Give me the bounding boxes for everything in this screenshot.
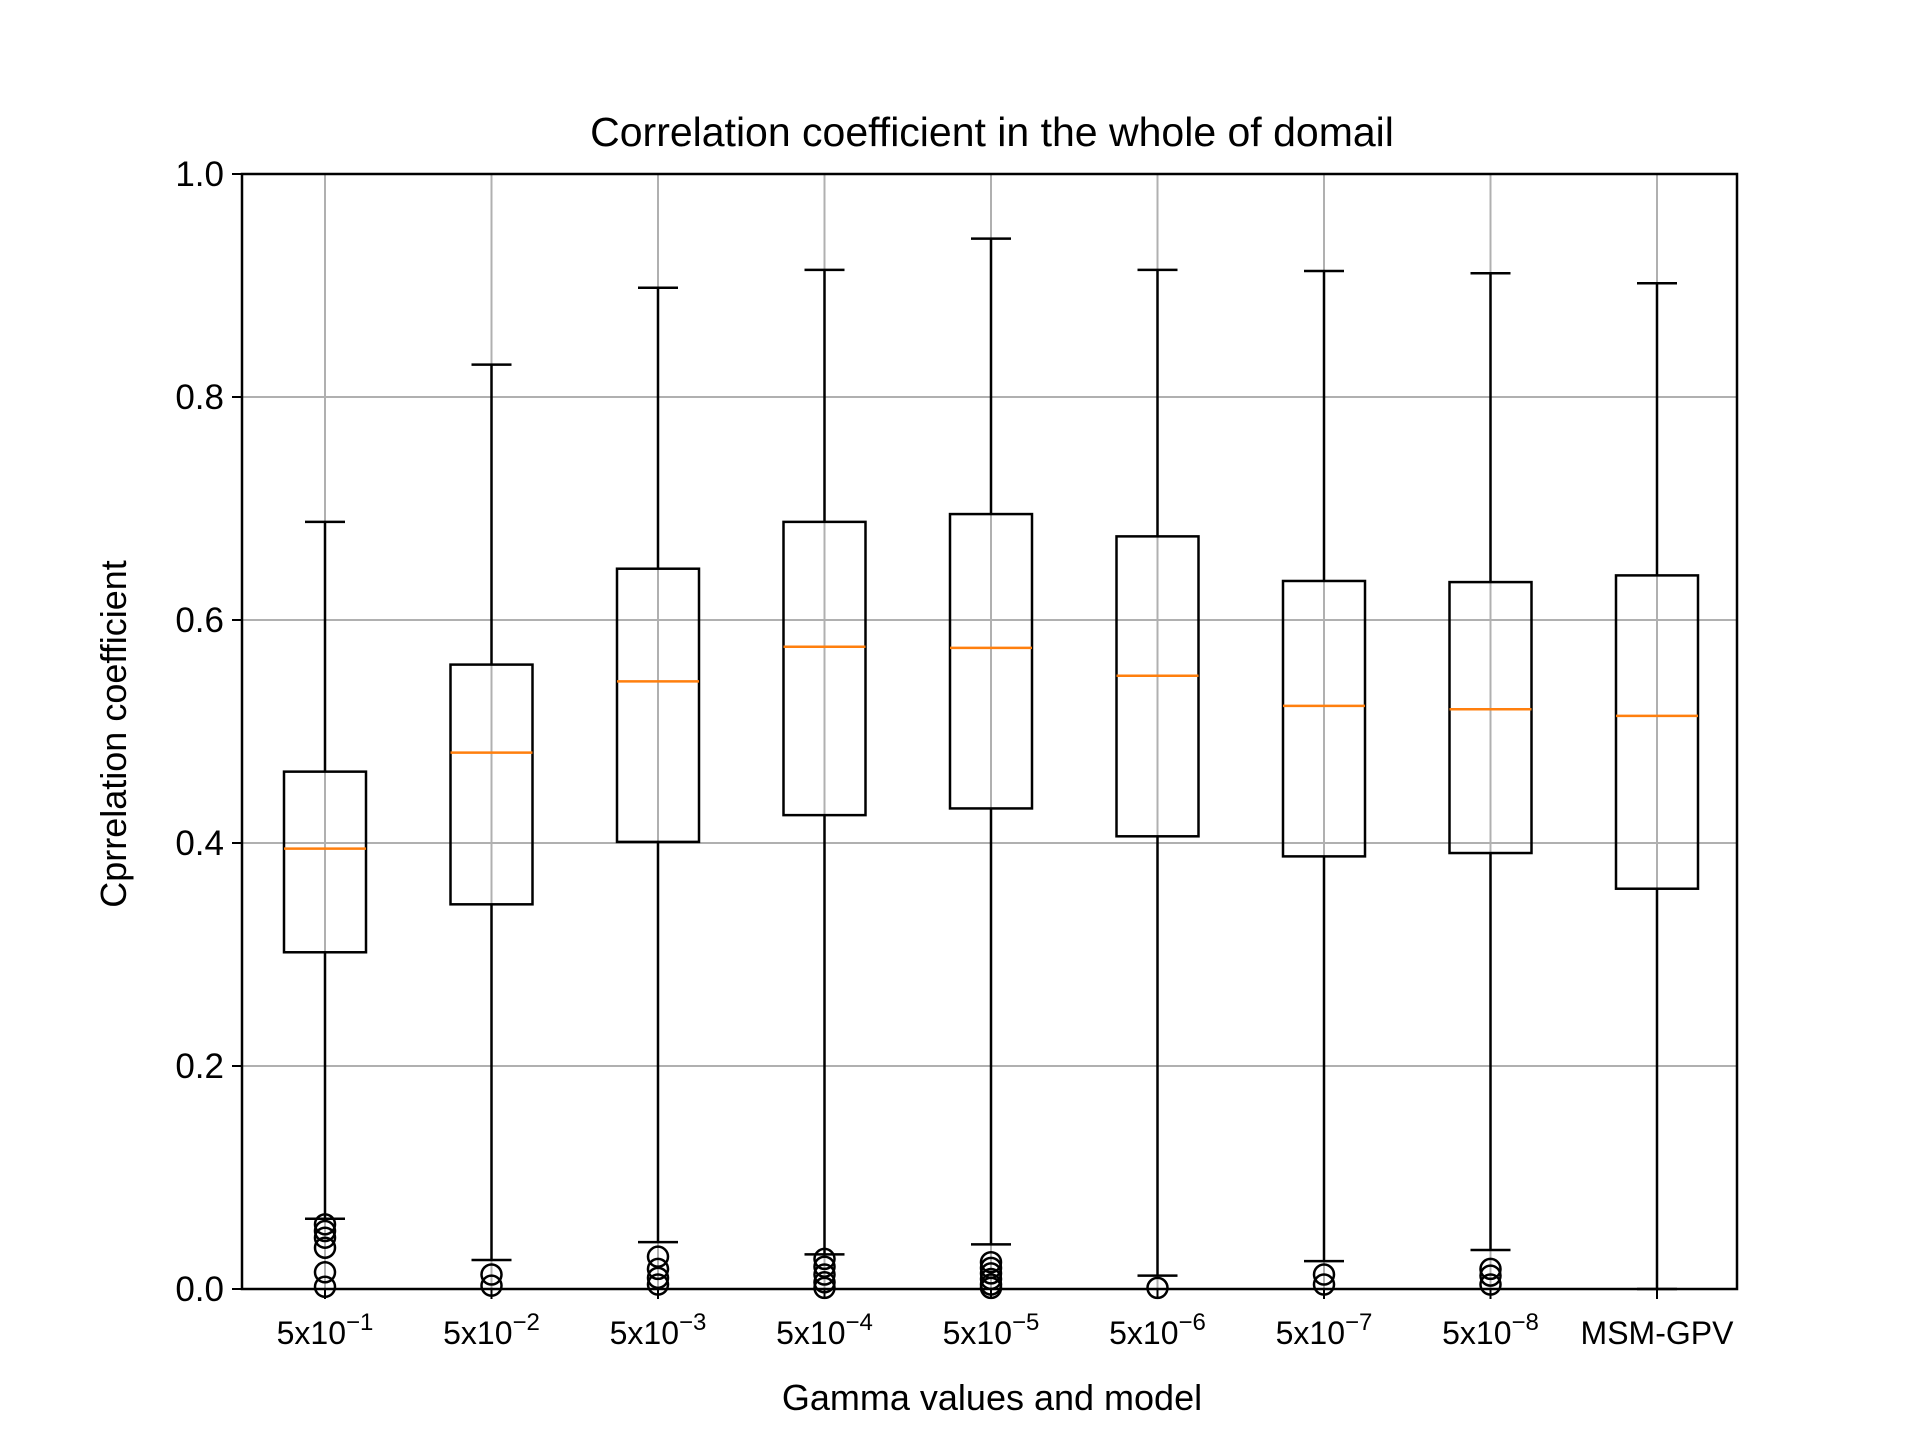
x-tick-label: 5x10−4 — [776, 1309, 873, 1351]
iqr-box — [1115, 535, 1200, 838]
box-group — [1281, 269, 1367, 1296]
iqr-box — [1281, 579, 1367, 858]
x-tick-label: 5x10−6 — [1109, 1309, 1206, 1351]
outlier-point — [313, 1261, 337, 1284]
box-group — [782, 268, 867, 1300]
y-tick-label: 1.0 — [175, 155, 224, 194]
box-group — [449, 363, 534, 1297]
outlier-point — [1312, 1263, 1336, 1286]
outlier-point — [313, 1213, 337, 1236]
box-group — [1448, 271, 1533, 1296]
plot-frame — [240, 172, 1739, 1291]
iqr-box — [282, 770, 368, 954]
iqr-box — [449, 663, 534, 906]
y-tick-label: 0.6 — [175, 601, 224, 640]
outlier-point — [813, 1247, 836, 1271]
outlier-point — [979, 1250, 1003, 1274]
box-group — [615, 286, 701, 1296]
outlier-point — [1479, 1264, 1502, 1287]
x-tick-label: 5x10−3 — [610, 1309, 707, 1351]
y-tick-label: 0.2 — [175, 1047, 224, 1086]
x-tick-label: 5x10−5 — [943, 1309, 1040, 1351]
outlier-point — [813, 1263, 836, 1286]
iqr-box — [1448, 580, 1533, 855]
iqr-box — [1614, 574, 1700, 890]
y-tick-label: 0.0 — [175, 1270, 224, 1309]
outlier-point — [646, 1257, 670, 1281]
outlier-point — [1479, 1257, 1502, 1281]
outlier-point — [480, 1263, 503, 1286]
y-tick-label: 0.8 — [175, 378, 224, 417]
x-tick-label: 5x10−1 — [277, 1309, 374, 1351]
grid-lines — [242, 173, 1737, 1290]
x-tick-label: 5x10−8 — [1442, 1309, 1539, 1351]
x-axis-label: Gamma values and model — [782, 1377, 1202, 1418]
x-tick-label: 5x10−7 — [1276, 1309, 1373, 1351]
outlier-point — [313, 1219, 337, 1243]
box-group — [282, 520, 368, 1299]
axes: 0.0 0.2 0.4 0.6 0.8 1.0 5x10−1 5x10−2 5x10−3 5x10… — [175, 155, 1734, 1351]
outlier-point — [313, 1236, 337, 1259]
iqr-box — [948, 512, 1034, 810]
outlier-point — [979, 1262, 1003, 1285]
chart-title: Correlation coefficient in the whole of … — [590, 109, 1394, 155]
outlier-point — [313, 1226, 337, 1249]
x-tick-label: MSM-GPV — [1581, 1315, 1735, 1351]
iqr-box — [615, 567, 701, 844]
x-tick-label: 5x10−2 — [443, 1309, 540, 1351]
y-tick-label: 0.4 — [175, 824, 224, 863]
y-axis-label: Cprrelation coefficient — [93, 560, 134, 908]
iqr-box — [782, 520, 867, 817]
